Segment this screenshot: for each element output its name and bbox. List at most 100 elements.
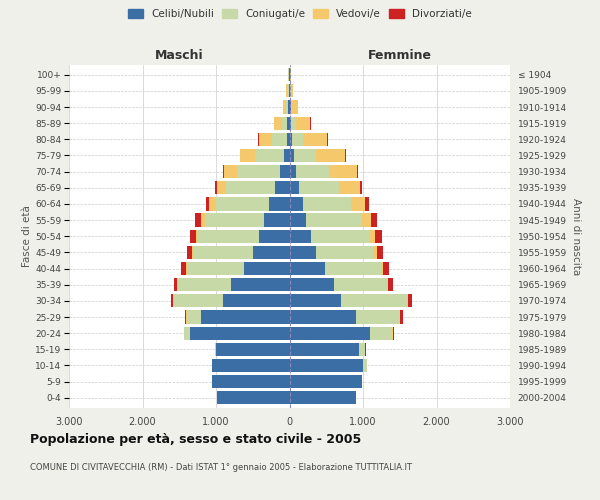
Bar: [350, 198, 365, 210]
Bar: [325, 262, 380, 275]
Bar: [303, 132, 328, 146]
Bar: [299, 181, 340, 194]
Bar: [173, 294, 223, 308]
Bar: [274, 116, 281, 130]
Bar: [259, 132, 272, 146]
Bar: [259, 230, 290, 243]
Bar: [196, 214, 202, 226]
Bar: [380, 262, 383, 275]
Bar: [224, 165, 238, 178]
Bar: [226, 181, 275, 194]
Bar: [341, 294, 407, 308]
Bar: [205, 214, 264, 226]
Bar: [290, 326, 370, 340]
Bar: [290, 262, 325, 275]
Bar: [184, 326, 190, 340]
Bar: [287, 68, 289, 82]
Bar: [206, 198, 209, 210]
Bar: [215, 181, 217, 194]
Bar: [264, 214, 290, 226]
Bar: [289, 84, 290, 98]
Bar: [408, 294, 412, 308]
Bar: [283, 100, 286, 114]
Bar: [290, 149, 293, 162]
Bar: [171, 294, 173, 308]
Bar: [357, 165, 358, 178]
Bar: [193, 246, 253, 259]
Bar: [287, 84, 289, 98]
Bar: [196, 230, 199, 243]
Text: Popolazione per età, sesso e stato civile - 2005: Popolazione per età, sesso e stato civil…: [30, 432, 361, 446]
Bar: [212, 375, 290, 388]
Bar: [296, 165, 329, 178]
Text: COMUNE DI CIVITAVECCHIA (RM) - Dati ISTAT 1° gennaio 2005 - Elaborazione TUTTITA: COMUNE DI CIVITAVECCHIA (RM) - Dati ISTA…: [30, 462, 412, 471]
Bar: [359, 342, 365, 356]
Bar: [190, 326, 290, 340]
Bar: [296, 116, 310, 130]
Bar: [185, 310, 186, 324]
Bar: [377, 246, 383, 259]
Bar: [386, 278, 388, 291]
Bar: [217, 181, 226, 194]
Bar: [329, 165, 357, 178]
Bar: [202, 214, 205, 226]
Bar: [269, 198, 290, 210]
Bar: [388, 278, 393, 291]
Bar: [292, 116, 296, 130]
Bar: [293, 149, 316, 162]
Bar: [371, 214, 377, 226]
Bar: [178, 278, 230, 291]
Bar: [192, 246, 193, 259]
Bar: [290, 132, 292, 146]
Bar: [290, 359, 363, 372]
Bar: [376, 230, 382, 243]
Bar: [272, 132, 287, 146]
Legend: Celibi/Nubili, Coniugati/e, Vedovi/e, Divorziati/e: Celibi/Nubili, Coniugati/e, Vedovi/e, Di…: [124, 5, 476, 24]
Bar: [284, 149, 290, 162]
Bar: [303, 198, 350, 210]
Bar: [244, 262, 290, 275]
Bar: [217, 391, 290, 404]
Bar: [187, 310, 202, 324]
Bar: [393, 326, 394, 340]
Bar: [345, 149, 346, 162]
Bar: [181, 262, 186, 275]
Bar: [199, 230, 259, 243]
Y-axis label: Fasce di età: Fasce di età: [22, 206, 32, 267]
Bar: [238, 165, 280, 178]
Bar: [290, 375, 362, 388]
Bar: [216, 342, 290, 356]
Bar: [407, 294, 408, 308]
Bar: [287, 132, 290, 146]
Bar: [286, 100, 289, 114]
Bar: [290, 116, 292, 130]
Bar: [292, 100, 298, 114]
Bar: [186, 262, 187, 275]
Bar: [286, 84, 287, 98]
Text: Femmine: Femmine: [368, 50, 432, 62]
Bar: [223, 294, 290, 308]
Bar: [311, 230, 370, 243]
Bar: [360, 181, 362, 194]
Bar: [289, 100, 290, 114]
Bar: [290, 246, 316, 259]
Bar: [187, 262, 244, 275]
Bar: [290, 84, 291, 98]
Text: Maschi: Maschi: [155, 50, 203, 62]
Bar: [316, 149, 345, 162]
Bar: [287, 116, 290, 130]
Bar: [281, 116, 287, 130]
Bar: [307, 214, 362, 226]
Bar: [290, 181, 299, 194]
Bar: [187, 246, 192, 259]
Bar: [356, 310, 400, 324]
Bar: [290, 68, 292, 82]
Bar: [370, 326, 392, 340]
Bar: [209, 198, 216, 210]
Bar: [216, 198, 269, 210]
Bar: [290, 198, 303, 210]
Bar: [316, 246, 373, 259]
Y-axis label: Anni di nascita: Anni di nascita: [571, 198, 581, 275]
Bar: [290, 165, 296, 178]
Bar: [202, 310, 290, 324]
